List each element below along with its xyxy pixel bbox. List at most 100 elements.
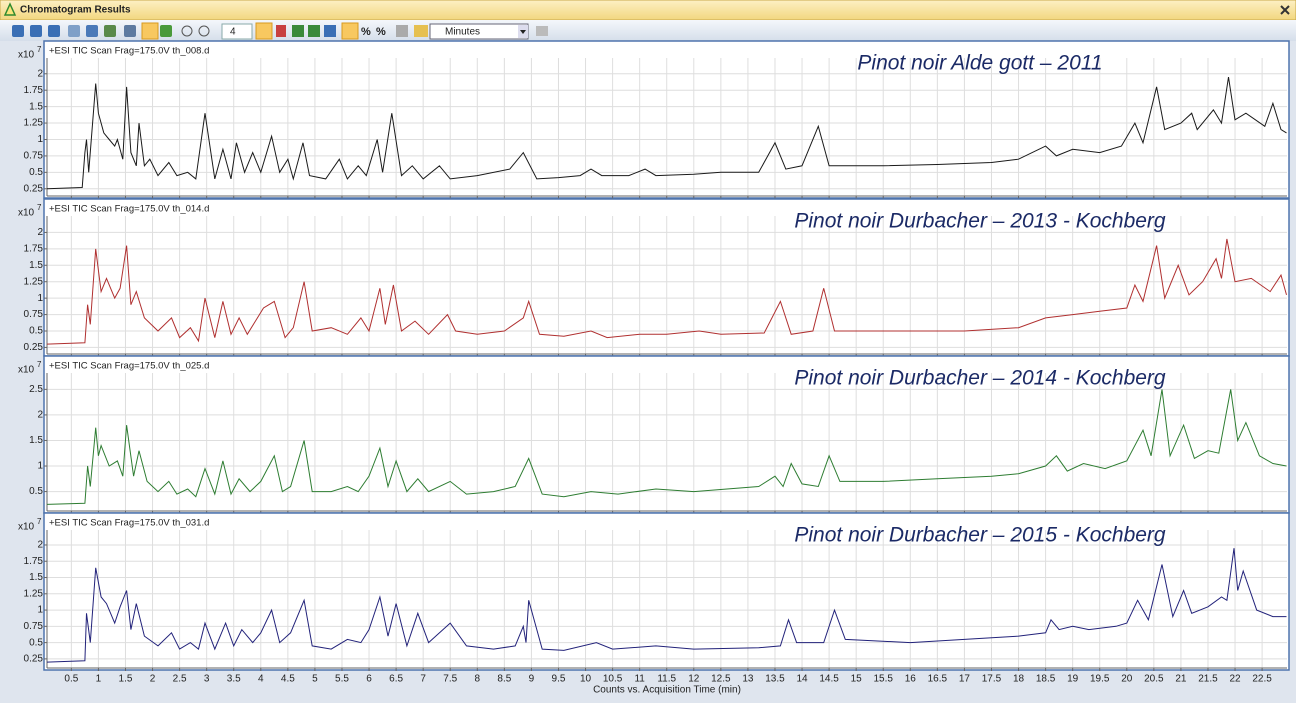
y-tick-label: 0.5 <box>29 326 43 337</box>
x-tick-label: 16 <box>905 674 917 685</box>
y-tick-label: 2 <box>37 540 43 551</box>
percent-button[interactable]: % <box>376 26 386 38</box>
x-tick-label: 14.5 <box>819 674 839 685</box>
x-tick-label: 13.5 <box>765 674 785 685</box>
x-tick-label: 2 <box>150 674 156 685</box>
y-unit: x10 <box>18 365 35 376</box>
x-tick-label: 2.5 <box>173 674 187 685</box>
y-tick-label: 1 <box>37 605 43 616</box>
y-tick-label: 2 <box>37 227 43 238</box>
x-tick-label: 8.5 <box>497 674 511 685</box>
y-tick-label: 2 <box>37 410 43 421</box>
close-button[interactable] <box>1280 5 1290 15</box>
x-tick-label: 17.5 <box>982 674 1002 685</box>
x-tick-label: 13 <box>742 674 754 685</box>
trace <box>46 77 1287 190</box>
y-tick-label: 0.5 <box>29 637 43 648</box>
x-tick-label: 15 <box>851 674 863 685</box>
toolbar-buttons[interactable] <box>12 22 548 40</box>
x-tick-label: 0.5 <box>64 674 78 685</box>
x-tick-label: 9.5 <box>552 674 566 685</box>
x-tick-label: 15.5 <box>873 674 893 685</box>
y-tick-label: 0.75 <box>24 309 44 320</box>
y-tick-label: 1.5 <box>29 101 43 112</box>
x-tick-label: 5.5 <box>335 674 349 685</box>
x-tick-label: 7 <box>420 674 426 685</box>
y-tick-label: 1.75 <box>24 556 44 567</box>
trace <box>46 238 1287 345</box>
trace-header: +ESI TIC Scan Frag=175.0V th_014.d <box>49 204 209 215</box>
x-tick-label: 10 <box>580 674 592 685</box>
y-tick-label: 1 <box>37 293 43 304</box>
y-tick-label: 0.5 <box>29 486 43 497</box>
window-title: Chromatogram Results <box>20 5 131 16</box>
chart-title: Pinot noir Alde gott – 2011 <box>857 52 1102 75</box>
x-tick-label: 19 <box>1067 674 1079 685</box>
x-tick-label: 6 <box>366 674 372 685</box>
y-unit: x10 <box>18 50 35 61</box>
x-tick-label: 8 <box>475 674 481 685</box>
x-tick-label: 11.5 <box>657 674 676 685</box>
y-tick-label: 1.25 <box>24 118 44 129</box>
x-tick-label: 3.5 <box>227 674 241 685</box>
percent-button[interactable]: % <box>361 26 371 38</box>
trace <box>46 548 1287 663</box>
zoom-level[interactable]: 4 <box>230 27 236 38</box>
x-tick-label: 22 <box>1229 674 1241 685</box>
y-tick-label: 1.75 <box>24 243 44 254</box>
y-tick-label: 1 <box>37 461 43 472</box>
x-tick-label: 7.5 <box>443 674 457 685</box>
x-tick-label: 10.5 <box>603 674 623 685</box>
x-tick-label: 21.5 <box>1198 674 1218 685</box>
chart-title: Pinot noir Durbacher – 2013 - Kochberg <box>794 210 1166 233</box>
y-tick-label: 1.75 <box>24 85 44 96</box>
x-tick-label: 12 <box>688 674 700 685</box>
y-tick-label: 1.25 <box>24 276 44 287</box>
x-tick-label: 4.5 <box>281 674 295 685</box>
y-tick-label: 2.5 <box>29 384 43 395</box>
trace-header: +ESI TIC Scan Frag=175.0V th_008.d <box>49 46 209 57</box>
x-tick-label: 18.5 <box>1036 674 1056 685</box>
x-tick-label: 22.5 <box>1252 674 1272 685</box>
y-unit: x10 <box>18 522 35 533</box>
y-exponent: 7 <box>37 360 42 369</box>
x-tick-label: 4 <box>258 674 264 685</box>
x-tick-label: 1 <box>96 674 102 685</box>
x-tick-label: 18 <box>1013 674 1025 685</box>
chart-title: Pinot noir Durbacher – 2015 - Kochberg <box>794 524 1166 547</box>
x-tick-label: 16.5 <box>928 674 948 685</box>
trace-header: +ESI TIC Scan Frag=175.0V th_025.d <box>49 361 209 372</box>
y-tick-label: 2 <box>37 68 43 79</box>
y-tick-label: 1 <box>37 134 43 145</box>
app-icon <box>3 2 17 16</box>
x-axis-label: Counts vs. Acquisition Time (min) <box>593 685 741 696</box>
y-exponent: 7 <box>37 517 42 526</box>
x-tick-label: 17 <box>959 674 971 685</box>
y-tick-label: 1.5 <box>29 435 43 446</box>
title-bar <box>0 0 1296 21</box>
y-exponent: 7 <box>37 203 42 212</box>
y-unit: x10 <box>18 208 35 219</box>
units-dropdown[interactable]: Minutes <box>445 27 480 38</box>
x-tick-label: 9 <box>529 674 535 685</box>
toolbar <box>0 20 1296 41</box>
x-tick-label: 3 <box>204 674 210 685</box>
y-tick-label: 0.75 <box>24 151 44 162</box>
x-tick-label: 1.5 <box>119 674 133 685</box>
chart-title: Pinot noir Durbacher – 2014 - Kochberg <box>794 367 1166 390</box>
y-tick-label: 0.75 <box>24 621 44 632</box>
x-tick-label: 20.5 <box>1144 674 1164 685</box>
y-tick-label: 1.25 <box>24 588 44 599</box>
y-tick-label: 0.25 <box>24 654 44 665</box>
trace-header: +ESI TIC Scan Frag=175.0V th_031.d <box>49 518 209 529</box>
x-tick-label: 12.5 <box>711 674 731 685</box>
y-tick-label: 0.5 <box>29 167 43 178</box>
y-tick-label: 0.25 <box>24 342 44 353</box>
y-tick-label: 1.5 <box>29 260 43 271</box>
x-tick-label: 11 <box>634 674 645 685</box>
x-tick-label: 6.5 <box>389 674 403 685</box>
x-tick-label: 19.5 <box>1090 674 1110 685</box>
y-exponent: 7 <box>37 45 42 54</box>
